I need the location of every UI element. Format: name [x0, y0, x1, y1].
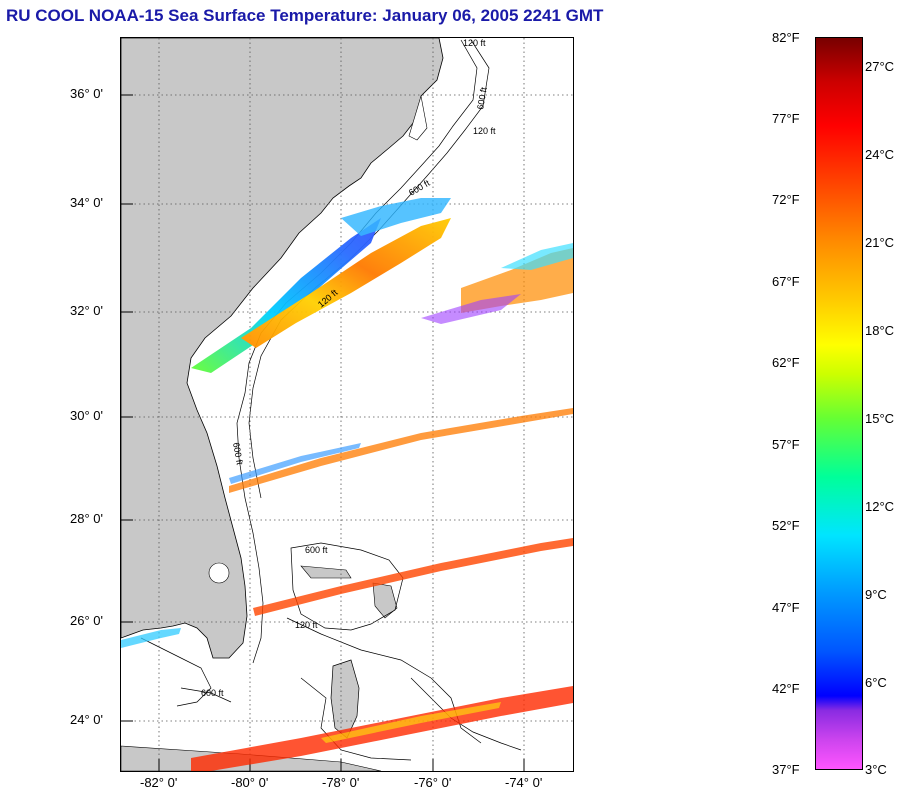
c-label-9: 9°C: [865, 587, 887, 602]
contour-label: 120 ft: [463, 38, 486, 48]
lon-label-82: -82° 0': [140, 775, 178, 790]
f-label-47: 47°F: [772, 600, 800, 615]
lat-label-24: 24° 0': [70, 712, 103, 727]
abaco-island: [372, 582, 398, 619]
contour-label: 600 ft: [475, 86, 489, 110]
lon-label-74: -74° 0': [505, 775, 543, 790]
sst-swaths: [121, 198, 573, 771]
contour-label: 600 ft: [231, 442, 245, 466]
c-label-15: 15°C: [865, 411, 895, 426]
f-label-72: 72°F: [772, 192, 800, 207]
grand-bahama: [300, 565, 352, 579]
lat-label-26: 26° 0': [70, 613, 103, 628]
contour-label: 120 ft: [473, 126, 496, 136]
andros-island: [330, 659, 360, 739]
lon-label-78: -78° 0': [322, 775, 360, 790]
contour-label: 600 ft: [407, 178, 432, 198]
contour-label: 600 ft: [201, 688, 224, 698]
map-canvas: 120 ft 600 ft 120 ft 600 ft 120 ft 600 f…: [121, 38, 573, 771]
sst-map: 120 ft 600 ft 120 ft 600 ft 120 ft 600 f…: [120, 37, 574, 772]
c-label-6: 6°C: [865, 675, 887, 690]
lon-label-76: -76° 0': [414, 775, 452, 790]
f-label-42: 42°F: [772, 681, 800, 696]
colorbar: [815, 37, 863, 770]
lat-label-36: 36° 0': [70, 86, 103, 101]
map-title: RU COOL NOAA-15 Sea Surface Temperature:…: [6, 6, 604, 25]
lat-label-30: 30° 0': [70, 408, 103, 423]
f-label-52: 52°F: [772, 518, 800, 533]
c-label-24: 24°C: [865, 147, 895, 162]
lat-label-34: 34° 0': [70, 195, 103, 210]
graticule: [121, 38, 573, 771]
land-mass: [121, 38, 444, 659]
f-label-77: 77°F: [772, 111, 800, 126]
f-label-62: 62°F: [772, 355, 800, 370]
c-label-21: 21°C: [865, 235, 895, 250]
lat-label-28: 28° 0': [70, 511, 103, 526]
f-label-67: 67°F: [772, 274, 800, 289]
f-label-82: 82°F: [772, 30, 800, 45]
c-label-27: 27°C: [865, 59, 895, 74]
lake-okeechobee: [208, 562, 230, 584]
lat-label-32: 32° 0': [70, 303, 103, 318]
c-label-3: 3°C: [865, 762, 887, 777]
f-label-37: 37°F: [772, 762, 800, 777]
contour-label: 120 ft: [295, 620, 318, 630]
c-label-18: 18°C: [865, 323, 895, 338]
f-label-57: 57°F: [772, 437, 800, 452]
lon-label-80: -80° 0': [231, 775, 269, 790]
contour-label: 600 ft: [305, 545, 328, 555]
c-label-12: 12°C: [865, 499, 895, 514]
